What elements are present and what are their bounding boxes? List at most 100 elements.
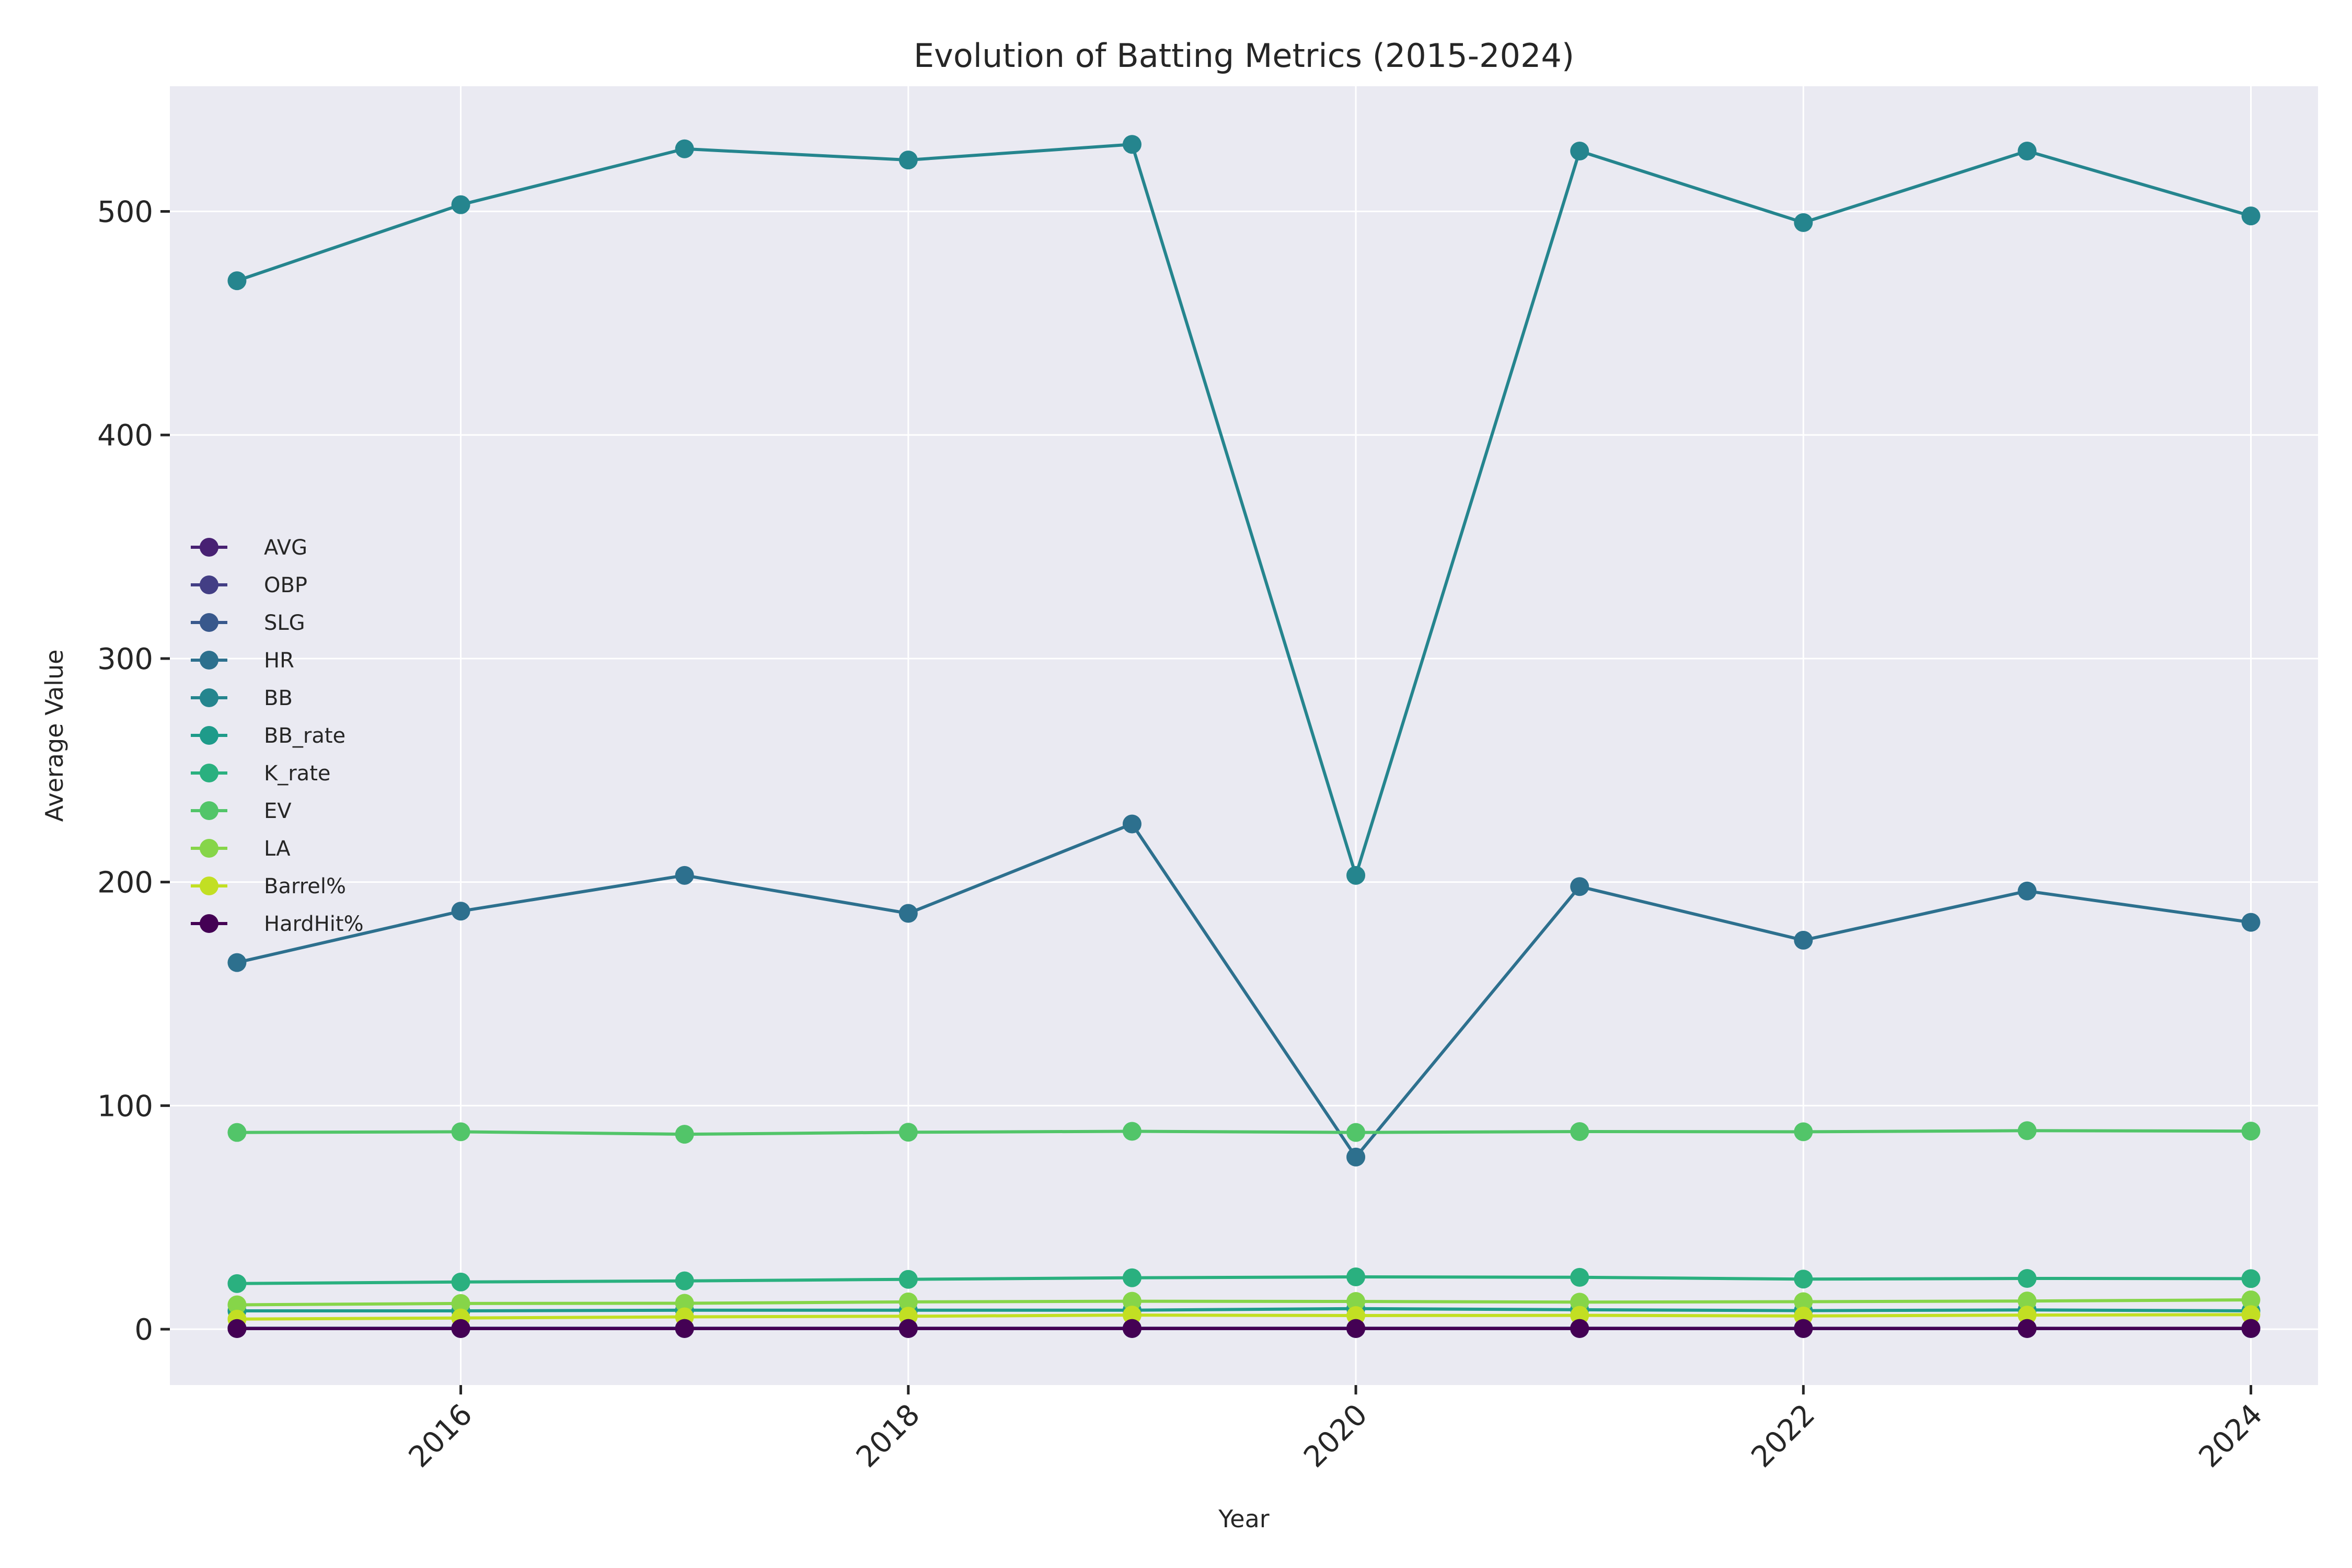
series-hr xyxy=(227,814,2261,1167)
legend-item: AVG xyxy=(191,536,307,560)
data-point xyxy=(675,1125,694,1144)
data-point xyxy=(1794,1122,1813,1142)
data-point xyxy=(2241,1319,2261,1338)
legend-swatch-marker xyxy=(200,801,218,820)
data-point xyxy=(675,1271,694,1290)
data-point xyxy=(2017,1269,2037,1288)
data-point xyxy=(451,902,470,921)
legend-swatch-marker xyxy=(200,575,218,594)
grid-lines xyxy=(170,86,2318,1385)
y-axis-label: Average Value xyxy=(40,650,68,822)
x-tick-label: 2024 xyxy=(2193,1398,2269,1474)
data-point xyxy=(227,1274,247,1293)
data-point xyxy=(1794,1270,1813,1289)
data-point xyxy=(1346,1147,1366,1167)
series-line xyxy=(237,1313,2251,1321)
series-line xyxy=(237,1307,2251,1312)
data-point xyxy=(1122,1122,1142,1141)
data-point xyxy=(1346,866,1366,885)
data-point xyxy=(1122,1292,1142,1311)
legend-item: HardHit% xyxy=(191,912,364,936)
data-point xyxy=(2241,1122,2261,1141)
data-point xyxy=(2017,1319,2037,1338)
series-line xyxy=(237,1275,2251,1285)
data-point xyxy=(675,866,694,885)
legend-swatch-marker xyxy=(200,839,218,858)
data-point xyxy=(1794,213,1813,232)
legend-swatch-marker xyxy=(200,538,218,557)
legend-label: AVG xyxy=(264,536,307,560)
legend-item: EV xyxy=(191,799,292,823)
legend-label: LA xyxy=(264,837,291,861)
data-point xyxy=(1346,1123,1366,1142)
data-point xyxy=(1346,1292,1366,1311)
data-point xyxy=(1570,877,1589,896)
data-point xyxy=(2017,881,2037,901)
series-line xyxy=(237,1298,2251,1307)
data-point xyxy=(1346,1306,1366,1325)
data-point xyxy=(451,1319,470,1338)
data-point xyxy=(1794,1319,1813,1338)
legend-swatch-marker xyxy=(200,877,218,895)
legend-swatch-marker xyxy=(200,914,218,933)
x-tick-label: 2020 xyxy=(1297,1398,1374,1474)
x-tick-label: 2016 xyxy=(402,1398,479,1474)
series-ev xyxy=(227,1121,2261,1144)
data-point xyxy=(675,1319,694,1338)
legend-label: BB xyxy=(264,686,293,710)
legend: AVG OBP SLG HR BB BB_rate K_rate EV LA Barrel% Har… xyxy=(191,536,364,936)
data-point xyxy=(1122,1268,1142,1287)
data-point xyxy=(1346,1267,1366,1286)
legend-label: OBP xyxy=(264,573,307,597)
data-point xyxy=(2241,913,2261,932)
data-point xyxy=(898,151,918,170)
data-point xyxy=(898,904,918,923)
data-point xyxy=(2241,1290,2261,1310)
data-point xyxy=(1346,1319,1366,1338)
legend-swatch-marker xyxy=(200,613,218,632)
data-point xyxy=(1794,1292,1813,1311)
series-barrel- xyxy=(227,1305,2261,1329)
data-point xyxy=(227,1295,247,1315)
legend-item: OBP xyxy=(191,573,307,597)
legend-label: K_rate xyxy=(264,762,330,786)
series-la xyxy=(227,1290,2261,1315)
legend-label: HardHit% xyxy=(264,912,364,936)
legend-item: HR xyxy=(191,649,294,673)
data-point xyxy=(2017,1121,2037,1140)
data-point xyxy=(675,1294,694,1313)
y-tick-label: 400 xyxy=(97,419,153,453)
y-tick-label: 100 xyxy=(97,1089,153,1123)
data-point xyxy=(227,1123,247,1142)
data-point xyxy=(2241,1305,2261,1324)
legend-label: BB_rate xyxy=(264,724,345,748)
legend-label: EV xyxy=(264,799,292,823)
data-point xyxy=(1794,930,1813,950)
legend-item: SLG xyxy=(191,611,305,635)
series-line xyxy=(236,822,2252,1159)
data-point xyxy=(898,1270,918,1289)
y-tick-label: 0 xyxy=(134,1313,153,1347)
legend-item: BB_rate xyxy=(191,724,345,748)
plot-area xyxy=(170,86,2318,1385)
x-tick-label: 2018 xyxy=(850,1398,927,1474)
data-point xyxy=(1570,142,1589,161)
data-point xyxy=(451,1272,470,1292)
legend-item: Barrel% xyxy=(191,874,346,898)
data-point xyxy=(1570,1267,1589,1287)
series-hardhit- xyxy=(227,1319,2261,1338)
series-layer xyxy=(227,135,2261,1339)
data-point xyxy=(1122,1306,1142,1325)
data-point xyxy=(2017,1306,2037,1325)
data-point xyxy=(2241,1269,2261,1288)
legend-item: K_rate xyxy=(191,762,330,786)
data-point xyxy=(451,195,470,214)
legend-swatch-marker xyxy=(200,651,218,670)
data-point xyxy=(898,1292,918,1311)
data-point xyxy=(1570,1122,1589,1141)
legend-label: HR xyxy=(264,649,294,673)
legend-label: SLG xyxy=(264,611,305,635)
data-point xyxy=(1570,1319,1589,1338)
data-point xyxy=(675,139,694,158)
